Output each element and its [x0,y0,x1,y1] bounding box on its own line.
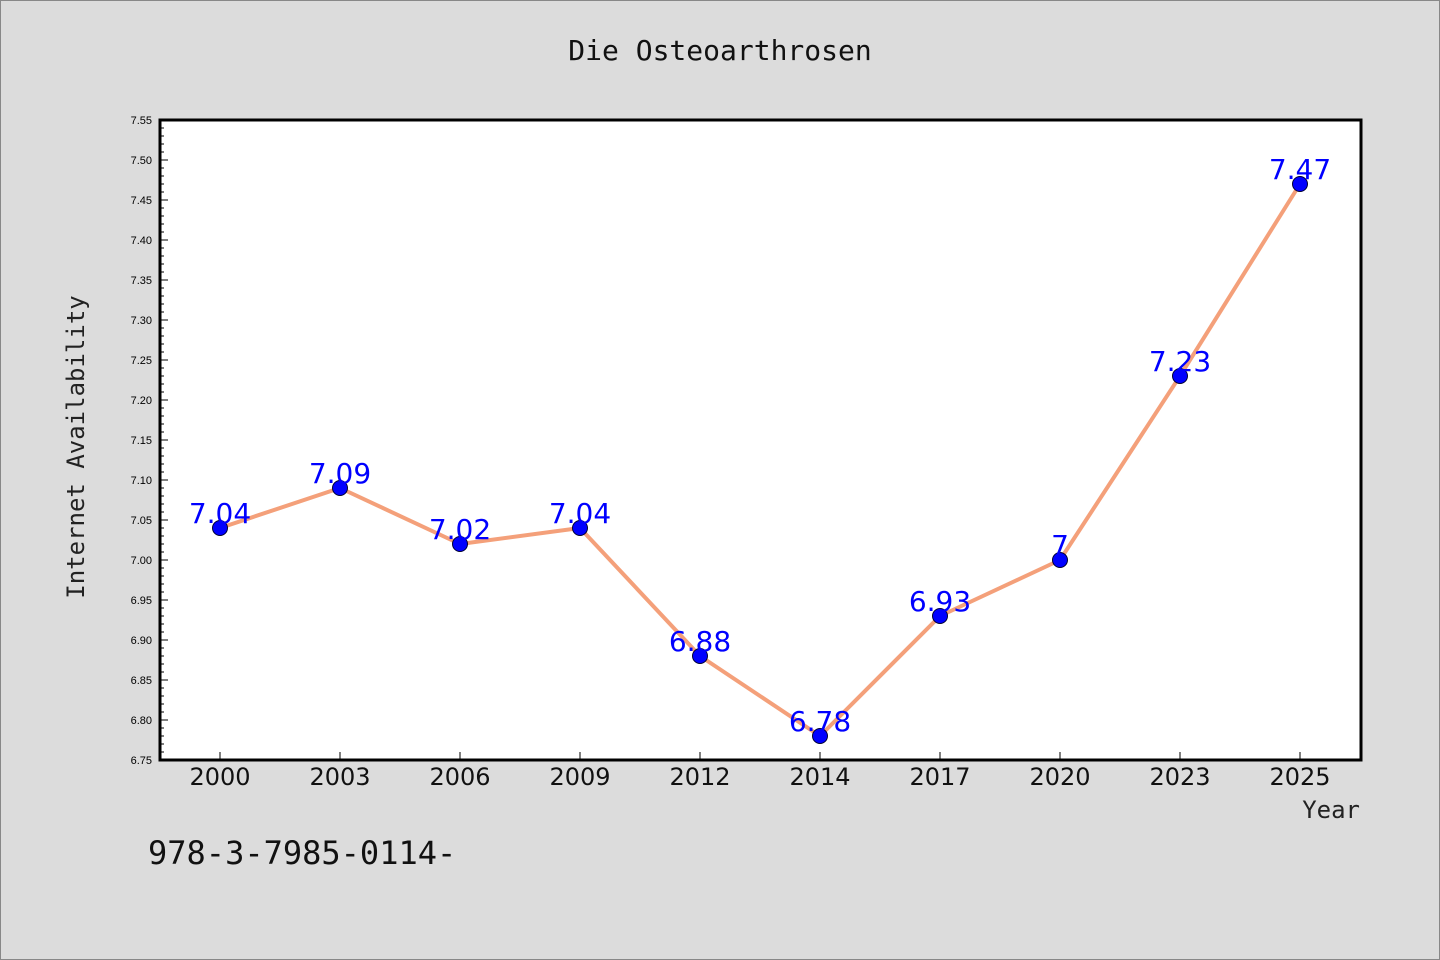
data-point [332,480,348,496]
x-tick-label: 2023 [1149,763,1210,791]
y-tick-label: 7.25 [131,355,152,367]
y-tick-label: 7.50 [131,155,152,167]
series-line [219,182,1302,738]
data-point [212,520,228,536]
data-label: 7.04 [549,497,611,530]
y-tick-label: 7.05 [131,515,152,527]
y-tick-label: 7.10 [131,475,152,487]
y-tick-label: 7.30 [131,315,152,327]
data-label: 7.04 [189,497,251,530]
data-point [1052,552,1068,568]
data-point [1292,176,1308,192]
plot-area [158,118,1363,762]
data-label: 7 [1051,529,1069,562]
data-label: 6.78 [789,705,851,738]
data-point [812,728,828,744]
x-tick-label: 2012 [669,763,730,791]
data-label: 7.09 [309,457,371,490]
y-tick-label: 6.90 [131,635,152,647]
y-tick-label: 6.80 [131,715,152,727]
series-group [212,176,1308,744]
x-tick-label: 2020 [1029,763,1090,791]
data-point [932,608,948,624]
footnote-text: 978-3-7985-0114- [148,834,457,872]
y-tick-label: 6.85 [131,675,152,687]
y-tick-label: 6.75 [131,755,152,767]
x-tick-label: 2014 [789,763,850,791]
x-axis-label: Year [1302,796,1360,824]
data-point [1172,368,1188,384]
data-label: 7.47 [1269,153,1331,186]
y-tick-label: 7.35 [131,275,152,287]
data-point [692,648,708,664]
chart-title: Die Osteoarthrosen [568,34,872,67]
data-label: 6.93 [909,585,971,618]
x-tick-label: 2003 [309,763,370,791]
y-tick-label: 7.00 [131,555,152,567]
y-tick-label: 6.95 [131,595,152,607]
x-axis: 2000 2003 2006 2009 2012 2014 2017 2020 2023 2025 [189,752,1331,791]
x-tick-label: 2025 [1269,763,1330,791]
data-label: 6.88 [669,625,731,658]
x-tick-label: 2000 [189,763,250,791]
y-tick-label: 7.55 [131,115,152,127]
data-point [572,520,588,536]
data-label: 7.23 [1149,345,1211,378]
data-point [452,536,468,552]
x-tick-label: 2017 [909,763,970,791]
data-labels-group: 7.04 7.09 7.02 7.04 6.88 6.78 6.93 7 7.23 7.47 [189,153,1331,738]
y-tick-label: 7.15 [131,435,152,447]
y-axis: 6.75 6.80 6.85 6.90 6.95 7.00 7.05 7.10 7.15 7.20… [131,115,168,767]
x-tick-label: 2006 [429,763,490,791]
y-tick-label: 7.40 [131,235,152,247]
y-tick-label: 7.20 [131,395,152,407]
data-label: 7.02 [429,513,491,546]
y-tick-label: 7.45 [131,195,152,207]
x-tick-label: 2009 [549,763,610,791]
